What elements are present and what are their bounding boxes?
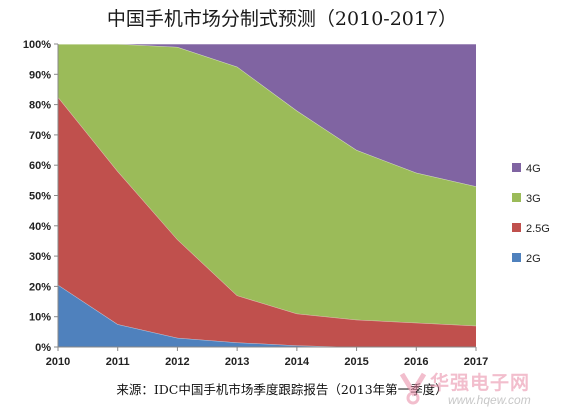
x-tick-label: 2013 bbox=[225, 356, 249, 368]
legend-label: 4G bbox=[526, 163, 541, 175]
y-tick-label: 50% bbox=[29, 191, 51, 203]
watermark-name: 华强电子网 bbox=[430, 372, 531, 394]
watermark-emblem-icon bbox=[399, 372, 427, 405]
x-tick-label: 2010 bbox=[46, 356, 70, 368]
x-tick-label: 2011 bbox=[106, 356, 130, 368]
y-tick-label: 100% bbox=[23, 39, 51, 51]
legend-label: 2.5G bbox=[526, 223, 550, 235]
legend: 4G 3G 2.5G 2G bbox=[512, 163, 550, 265]
watermark-logo: 华强电子网 www.hqew.com bbox=[396, 368, 560, 414]
legend-label: 3G bbox=[526, 193, 541, 205]
area-series-2-5g bbox=[58, 97, 476, 347]
y-tick-label: 80% bbox=[29, 100, 51, 112]
y-tick-label: 90% bbox=[29, 69, 51, 81]
chart-title: 中国手机市场分制式预测（2010-2017） bbox=[106, 8, 458, 30]
area-series-3g bbox=[58, 44, 476, 326]
x-tick-label: 2017 bbox=[464, 356, 488, 368]
areas-layer bbox=[57, 43, 477, 348]
x-tick-label: 2015 bbox=[344, 356, 368, 368]
y-tick-label: 30% bbox=[29, 251, 51, 263]
x-tick-label: 2014 bbox=[285, 356, 310, 368]
legend-swatch-3g bbox=[512, 193, 521, 202]
x-axis-ticks: 2010 2011 2012 2013 2014 2015 2016 2017 bbox=[46, 347, 488, 368]
y-tick-label: 40% bbox=[29, 221, 51, 233]
y-tick-label: 10% bbox=[29, 312, 51, 324]
legend-swatch-2-5g bbox=[512, 223, 521, 232]
source-note: 来源：IDC中国手机市场季度跟踪报告（2013年第一季度） bbox=[116, 382, 448, 397]
y-tick-label: 20% bbox=[29, 281, 51, 293]
legend-swatch-4g bbox=[512, 163, 521, 172]
area-series-2g bbox=[58, 284, 476, 347]
y-tick-label: 0% bbox=[35, 342, 51, 354]
legend-label: 2G bbox=[526, 253, 541, 265]
x-tick-label: 2016 bbox=[404, 356, 428, 368]
y-axis-ticks: 0% 10% 20% 30% 40% 50% 60% 70% 80% 90% 100% bbox=[23, 39, 58, 354]
area-series-4g bbox=[58, 44, 476, 187]
y-tick-label: 70% bbox=[29, 130, 51, 142]
x-tick-label: 2012 bbox=[165, 356, 189, 368]
watermark-url: www.hqew.com bbox=[448, 393, 531, 407]
legend-swatch-2g bbox=[512, 253, 521, 262]
y-tick-label: 60% bbox=[29, 160, 51, 172]
